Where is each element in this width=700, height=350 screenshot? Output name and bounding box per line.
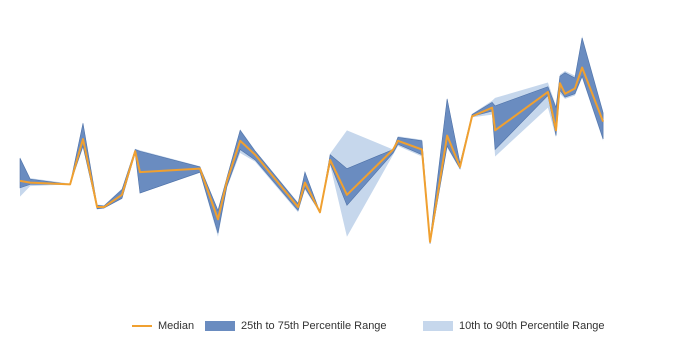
legend-swatch: [423, 321, 453, 331]
legend-label: 25th to 75th Percentile Range: [241, 320, 387, 332]
legend: Median 25th to 75th Percentile Range 10th …: [132, 320, 605, 332]
percentile-band: [19, 37, 604, 244]
legend-swatch: [205, 321, 235, 331]
bands: [19, 36, 604, 245]
lines: [19, 66, 605, 243]
legend-label: 10th to 90th Percentile Range: [459, 320, 605, 332]
median-line: [19, 66, 605, 243]
percentile-band: [20, 36, 604, 245]
legend-label: Median: [158, 320, 194, 332]
